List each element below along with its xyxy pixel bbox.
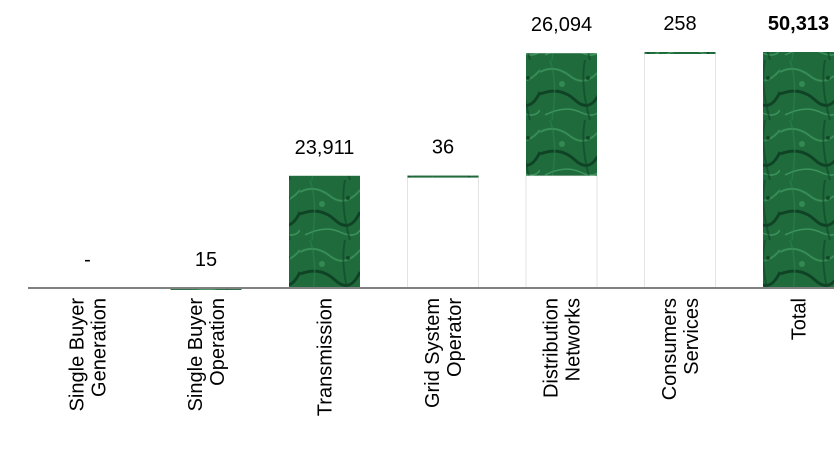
data-label-4: 26,094 bbox=[531, 14, 592, 36]
bar-2 bbox=[289, 175, 360, 288]
x-tick-label-3-line-1: Operator bbox=[444, 298, 466, 377]
x-tick-label-4-line-1: Networks bbox=[563, 298, 585, 381]
x-tick-label-0-line-1: Generation bbox=[89, 298, 111, 397]
x-tick-label-4-line-0: Distribution bbox=[541, 298, 563, 398]
x-tick-label-5-line-1: Services bbox=[681, 298, 703, 375]
bar-base-5 bbox=[644, 52, 716, 289]
data-labels-layer: - 15 23,911 36 26,094 258 50,313 bbox=[84, 13, 829, 271]
x-tick-label-2-line-0: Transmission bbox=[315, 298, 337, 416]
x-tick-label-6-line-0: Total bbox=[789, 298, 811, 340]
x-tick-label-1-line-0: Single Buyer bbox=[185, 298, 207, 412]
x-tick-label-1-line-1: Operation bbox=[207, 298, 229, 386]
x-tick-label-4: Distribution Networks bbox=[541, 298, 585, 398]
data-label-5: 258 bbox=[663, 13, 696, 35]
x-tick-label-3-line-0: Grid System bbox=[422, 298, 444, 408]
bar-5 bbox=[644, 51, 716, 54]
x-tick-label-5-line-0: Consumers bbox=[659, 298, 681, 400]
bar-6 bbox=[763, 52, 834, 288]
x-tick-label-0-line-0: Single Buyer bbox=[67, 298, 89, 412]
bar-4 bbox=[526, 53, 597, 176]
data-label-2: 23,911 bbox=[295, 137, 355, 159]
bar-base-3 bbox=[407, 175, 479, 289]
x-tick-label-0: Single Buyer Generation bbox=[67, 298, 111, 412]
x-tick-label-1: Single Buyer Operation bbox=[185, 298, 229, 412]
data-label-3: 36 bbox=[432, 137, 454, 159]
bars-layer bbox=[170, 51, 834, 290]
data-label-6: 50,313 bbox=[768, 13, 829, 35]
bar-3 bbox=[407, 175, 479, 178]
data-label-1: 15 bbox=[195, 249, 217, 271]
x-tick-label-3: Grid System Operator bbox=[422, 298, 466, 408]
x-tick-label-2: Transmission bbox=[315, 298, 337, 416]
bar-base-4 bbox=[525, 175, 598, 289]
x-tick-label-6: Total bbox=[789, 298, 811, 340]
data-label-0: - bbox=[84, 249, 91, 271]
x-tick-label-5: Consumers Services bbox=[659, 298, 703, 400]
x-tick-labels-layer: Single Buyer Generation Single Buyer Operat… bbox=[67, 298, 811, 417]
